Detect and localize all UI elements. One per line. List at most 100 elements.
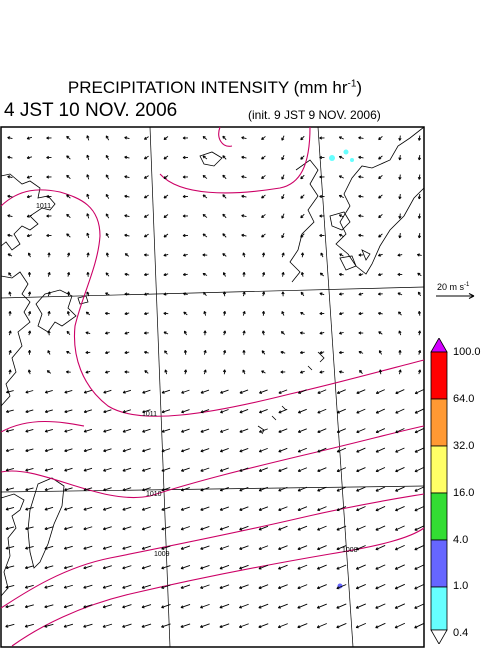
wind-vector-head xyxy=(358,272,362,277)
wind-vector xyxy=(278,525,288,531)
wind-vector xyxy=(258,603,269,609)
wind-vector-head xyxy=(122,527,126,531)
wind-vector-head xyxy=(336,449,340,453)
wind-vector-head xyxy=(200,585,204,589)
wind-vector-head xyxy=(183,330,187,334)
wind-vector-head xyxy=(7,253,11,257)
wind-vector xyxy=(84,409,92,413)
wind-vector-head xyxy=(144,311,147,316)
wind-vector xyxy=(336,506,347,511)
wind-vector xyxy=(63,623,74,628)
wind-vector-head xyxy=(182,155,186,160)
wind-vector xyxy=(5,507,15,510)
wind-vector xyxy=(375,583,386,590)
colorbar-label: 0.4 xyxy=(453,627,469,639)
wind-vector-head xyxy=(239,507,243,511)
wind-vector-head xyxy=(375,527,379,531)
wind-vector-head xyxy=(375,547,379,551)
wind-vector-head xyxy=(261,156,265,160)
wind-vector-head xyxy=(219,624,223,629)
wind-vector-head xyxy=(358,155,362,160)
valid-time: 4 JST 10 NOV. 2006 xyxy=(4,100,178,121)
wind-vector xyxy=(161,565,171,569)
wind-vector xyxy=(395,447,405,453)
wind-vector-head xyxy=(180,585,184,589)
wind-vector-head xyxy=(85,350,89,355)
wind-vector xyxy=(44,487,54,491)
wind-vector xyxy=(239,467,249,472)
shikoku-island xyxy=(329,211,351,231)
wind-vector-head xyxy=(358,194,362,199)
wind-vector-head xyxy=(300,156,304,160)
korea-coast xyxy=(35,289,77,333)
wind-vector-head xyxy=(24,624,28,628)
wind-vector xyxy=(25,409,34,413)
wind-vector-head xyxy=(47,350,51,354)
wind-vector-head xyxy=(414,625,418,629)
wind-vector xyxy=(317,447,327,453)
wind-vector-head xyxy=(222,174,226,178)
wind-vector xyxy=(83,584,93,589)
wind-vector xyxy=(181,467,190,472)
wind-vector-head xyxy=(394,605,398,609)
wind-vector-head xyxy=(182,136,186,140)
wind-vector-head xyxy=(378,156,382,160)
wind-vector xyxy=(375,506,386,511)
wind-vector-head xyxy=(300,370,303,374)
wind-vector-head xyxy=(25,566,28,570)
wind-vector-head xyxy=(142,468,146,472)
wind-vector-head xyxy=(105,292,109,296)
wind-vector xyxy=(122,487,132,491)
wind-vector xyxy=(414,525,425,531)
wind-vector-head xyxy=(8,272,12,276)
wind-vector-head xyxy=(203,350,207,353)
wind-vector xyxy=(142,526,151,530)
wind-vector xyxy=(298,408,307,414)
wind-vector xyxy=(122,565,132,569)
wind-vector xyxy=(414,544,425,551)
wind-vector-head xyxy=(395,449,399,453)
wind-vector-head xyxy=(102,527,106,531)
wind-vector xyxy=(25,604,34,608)
wind-vector-head xyxy=(358,311,362,316)
wind-vector-head xyxy=(358,331,362,335)
wind-vector-head xyxy=(83,488,87,492)
wind-vector xyxy=(258,486,269,492)
wind-vector-head xyxy=(219,468,223,472)
wind-vector-head xyxy=(163,331,167,335)
wind-vector xyxy=(394,622,406,629)
wind-vector-head xyxy=(66,233,70,237)
wind-vector-head xyxy=(141,624,145,628)
wind-vector-head xyxy=(397,253,401,257)
wind-vector-head xyxy=(398,350,402,353)
wind-vector xyxy=(64,448,73,452)
wind-vector-head xyxy=(261,370,265,374)
wind-vector xyxy=(278,389,288,394)
wind-vector-head xyxy=(44,624,48,628)
wind-vector-head xyxy=(142,429,146,433)
wind-vector-head xyxy=(261,330,266,334)
wind-vector xyxy=(356,486,366,492)
meridian-line xyxy=(149,126,171,648)
wind-vector-head xyxy=(300,215,304,219)
wind-vector xyxy=(161,584,171,589)
wind-vector xyxy=(336,545,347,550)
wind-vector-head xyxy=(417,369,422,373)
wind-scale-arrow xyxy=(436,293,475,299)
wind-vector-head xyxy=(219,507,223,511)
wind-vector-head xyxy=(222,253,226,257)
wind-vector xyxy=(64,584,73,589)
wind-vector-head xyxy=(124,350,128,355)
wind-vector-head xyxy=(105,370,108,374)
wind-vector xyxy=(220,428,229,433)
wind-vector-head xyxy=(66,213,70,217)
wind-vector-head xyxy=(124,292,128,296)
wind-vector-head xyxy=(239,410,243,414)
wind-vector-head xyxy=(86,232,90,236)
wind-vector-head xyxy=(163,311,167,316)
wind-vector xyxy=(44,584,54,589)
wind-vector-head xyxy=(417,291,421,295)
wind-vector xyxy=(25,623,34,628)
wind-vector-head xyxy=(239,449,243,453)
wind-vector-head xyxy=(105,154,109,158)
